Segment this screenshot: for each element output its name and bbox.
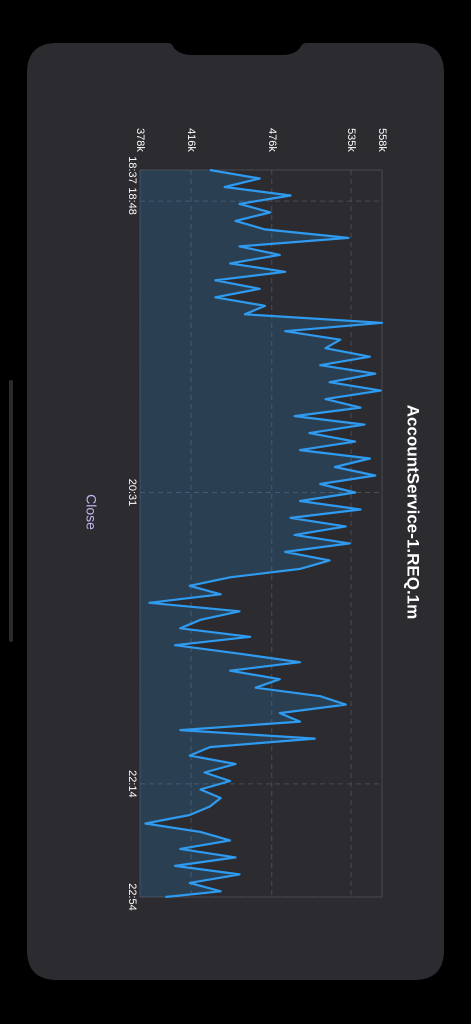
series-line — [144, 168, 384, 899]
time-tick-label: 20:31 — [126, 479, 138, 507]
value-tick-label: 535k — [345, 128, 357, 152]
side-button — [9, 380, 13, 642]
value-tick-label: 378k — [134, 128, 146, 152]
time-tick-label: 18:37 — [126, 156, 138, 184]
value-tick-label: 558k — [376, 128, 388, 152]
value-tick-label: 416k — [185, 128, 197, 152]
area-fill — [140, 170, 382, 897]
chart-title: AccountService-1.REQ.1m — [404, 405, 423, 619]
time-tick-label: 22:54 — [126, 883, 138, 911]
modal-sheet — [27, 43, 444, 980]
time-tick-label: 22:14 — [126, 770, 138, 798]
value-tick-label: 476k — [266, 128, 278, 152]
close-button[interactable]: Close — [83, 494, 99, 530]
time-tick-label: 18:48 — [126, 187, 138, 215]
